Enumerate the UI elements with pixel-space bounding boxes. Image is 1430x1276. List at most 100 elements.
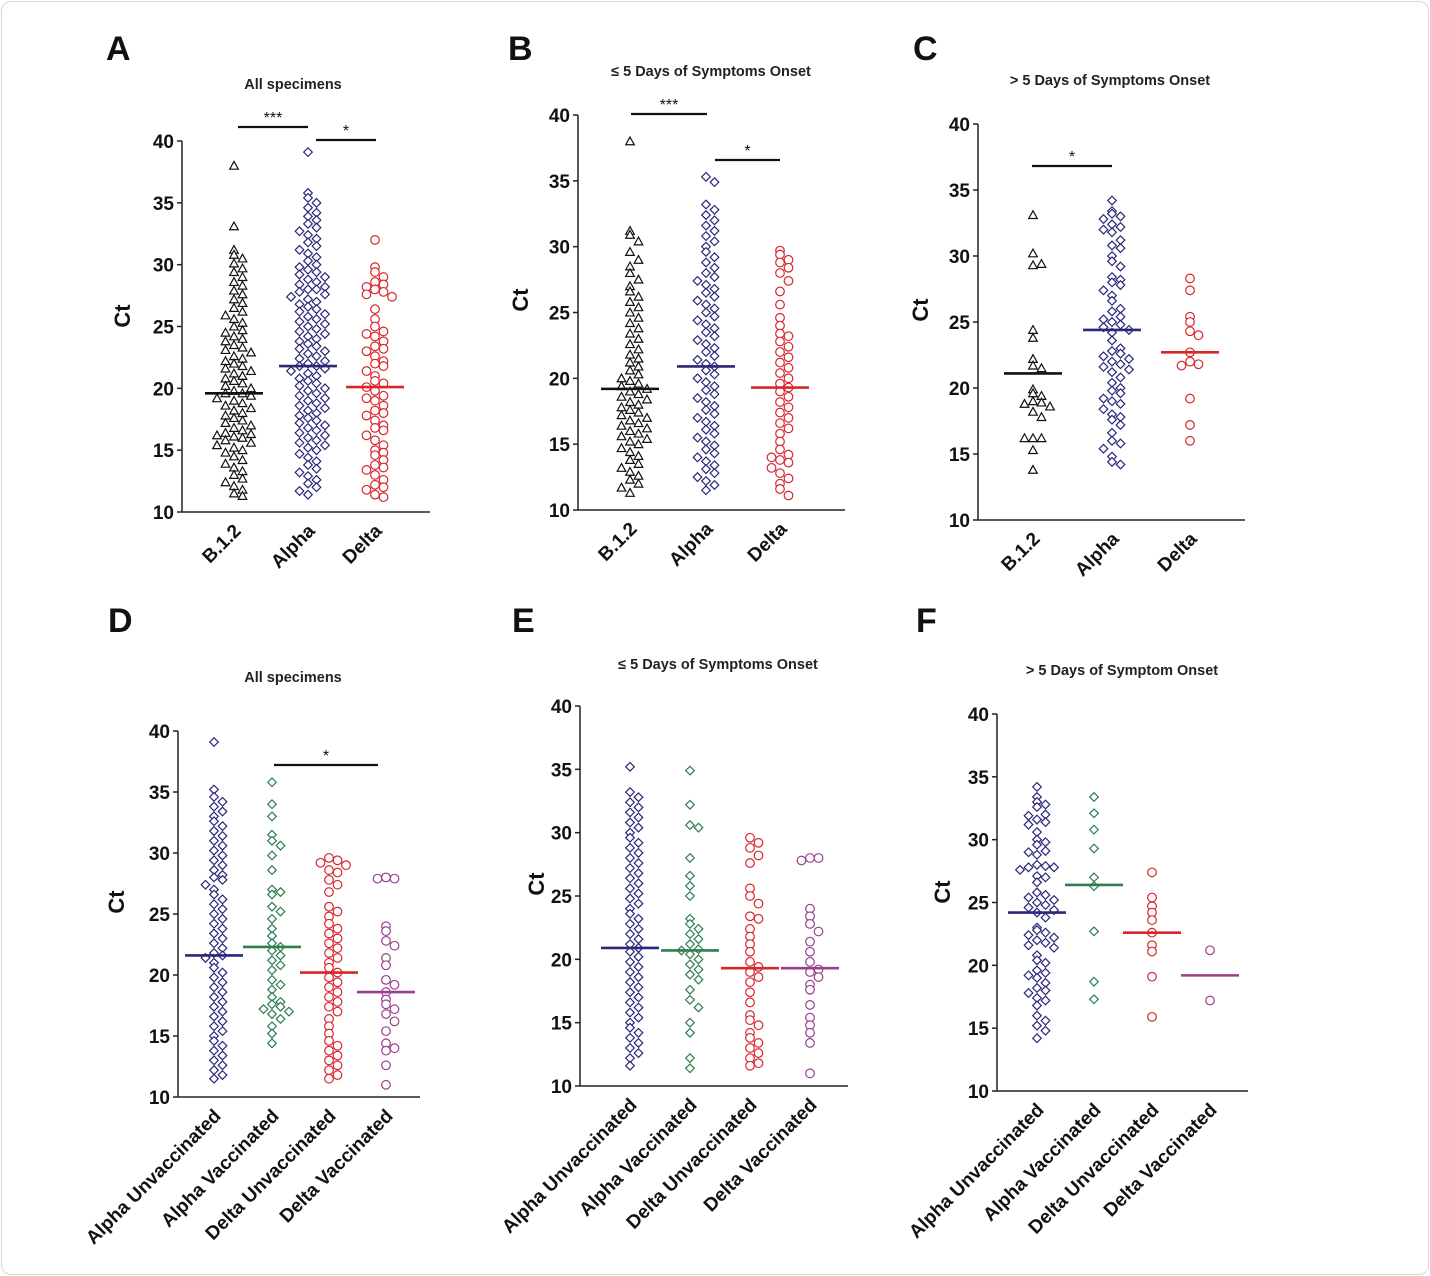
data-point bbox=[1115, 211, 1126, 222]
data-point bbox=[319, 420, 331, 431]
data-point bbox=[700, 444, 712, 455]
panel-title: > 5 Days of Symptoms Onset bbox=[1010, 73, 1210, 89]
data-point bbox=[633, 274, 644, 284]
data-point bbox=[633, 961, 644, 973]
data-point bbox=[275, 840, 286, 851]
panel-e: E ≤ 5 Days of Symptoms Onset Ct 10 15 20 25 30 3… bbox=[498, 602, 848, 1238]
data-point bbox=[1088, 872, 1100, 883]
data-point bbox=[624, 908, 636, 919]
data-point bbox=[266, 1038, 278, 1049]
data-point bbox=[1185, 435, 1195, 446]
panel-letter: D bbox=[108, 602, 133, 640]
data-point bbox=[302, 478, 314, 489]
data-point bbox=[1106, 295, 1118, 307]
data-point bbox=[1185, 420, 1195, 430]
data-point bbox=[633, 971, 644, 983]
data-point bbox=[684, 880, 696, 892]
data-point bbox=[700, 267, 712, 279]
significance-label: *** bbox=[660, 97, 679, 114]
data-point bbox=[302, 489, 314, 500]
series-delta-vaccinated bbox=[781, 853, 839, 1079]
data-point bbox=[624, 328, 636, 338]
data-point bbox=[332, 879, 343, 890]
data-point bbox=[624, 385, 636, 396]
panel-title: All specimens bbox=[244, 77, 342, 93]
data-point bbox=[208, 1011, 220, 1022]
x-category-label: Delta Vaccinated bbox=[1100, 1100, 1222, 1222]
data-point bbox=[775, 357, 785, 368]
x-category-label: Delta bbox=[339, 520, 387, 568]
data-point bbox=[616, 391, 627, 401]
data-point bbox=[1040, 985, 1051, 996]
data-point bbox=[266, 835, 278, 846]
data-point bbox=[275, 950, 286, 961]
data-point bbox=[381, 1045, 391, 1056]
data-point bbox=[370, 435, 380, 446]
data-point bbox=[775, 368, 785, 378]
data-point bbox=[633, 1002, 644, 1013]
data-point bbox=[700, 230, 712, 242]
data-point bbox=[311, 304, 322, 315]
data-point bbox=[381, 1060, 391, 1071]
data-point bbox=[332, 1070, 343, 1080]
data-point bbox=[228, 285, 240, 295]
data-point bbox=[1027, 464, 1039, 474]
data-point bbox=[217, 967, 228, 978]
data-point bbox=[1106, 367, 1118, 378]
data-point bbox=[311, 463, 322, 474]
data-point bbox=[684, 799, 696, 810]
data-point bbox=[709, 408, 720, 420]
data-point bbox=[783, 490, 794, 501]
y-tick-label: 20 bbox=[149, 966, 170, 987]
data-point bbox=[324, 852, 334, 863]
data-point bbox=[258, 1004, 269, 1015]
data-point bbox=[700, 246, 712, 258]
data-point bbox=[633, 333, 644, 343]
data-point bbox=[700, 346, 712, 358]
data-point bbox=[1023, 862, 1034, 873]
data-point bbox=[813, 972, 824, 982]
data-point bbox=[1106, 335, 1118, 346]
data-point bbox=[266, 974, 278, 986]
data-point bbox=[332, 933, 343, 944]
y-tick-label: 15 bbox=[949, 445, 971, 466]
data-point bbox=[693, 1002, 704, 1013]
data-point bbox=[294, 244, 305, 255]
data-point bbox=[1205, 995, 1215, 1006]
data-point bbox=[633, 417, 644, 428]
data-point bbox=[302, 274, 314, 285]
data-point bbox=[745, 891, 755, 901]
data-point bbox=[228, 276, 240, 287]
y-tick-label: 30 bbox=[949, 247, 970, 268]
data-point bbox=[633, 822, 644, 833]
data-point bbox=[783, 276, 794, 286]
data-point bbox=[684, 994, 696, 1006]
data-point bbox=[324, 1035, 334, 1046]
data-point bbox=[311, 378, 322, 389]
data-point bbox=[775, 455, 785, 465]
y-tick-label: 10 bbox=[149, 1088, 170, 1109]
data-point bbox=[208, 899, 220, 910]
data-point bbox=[633, 322, 644, 333]
data-point bbox=[684, 949, 696, 960]
data-point bbox=[370, 235, 380, 245]
data-point bbox=[805, 984, 815, 995]
data-point bbox=[324, 1065, 334, 1076]
data-point bbox=[684, 959, 696, 970]
data-point bbox=[332, 1060, 343, 1071]
data-point bbox=[633, 438, 644, 449]
data-point bbox=[805, 853, 815, 863]
data-point bbox=[624, 1060, 636, 1071]
data-point bbox=[332, 943, 343, 954]
data-point bbox=[1106, 256, 1118, 267]
data-point bbox=[1088, 824, 1100, 835]
data-point bbox=[361, 410, 372, 421]
y-tick-label: 35 bbox=[949, 181, 971, 202]
data-point bbox=[624, 842, 636, 854]
data-point bbox=[302, 432, 314, 443]
data-point bbox=[1115, 261, 1126, 272]
series-delta bbox=[751, 245, 809, 501]
data-point bbox=[208, 928, 220, 939]
data-point bbox=[211, 439, 223, 450]
data-point bbox=[1031, 1010, 1043, 1021]
